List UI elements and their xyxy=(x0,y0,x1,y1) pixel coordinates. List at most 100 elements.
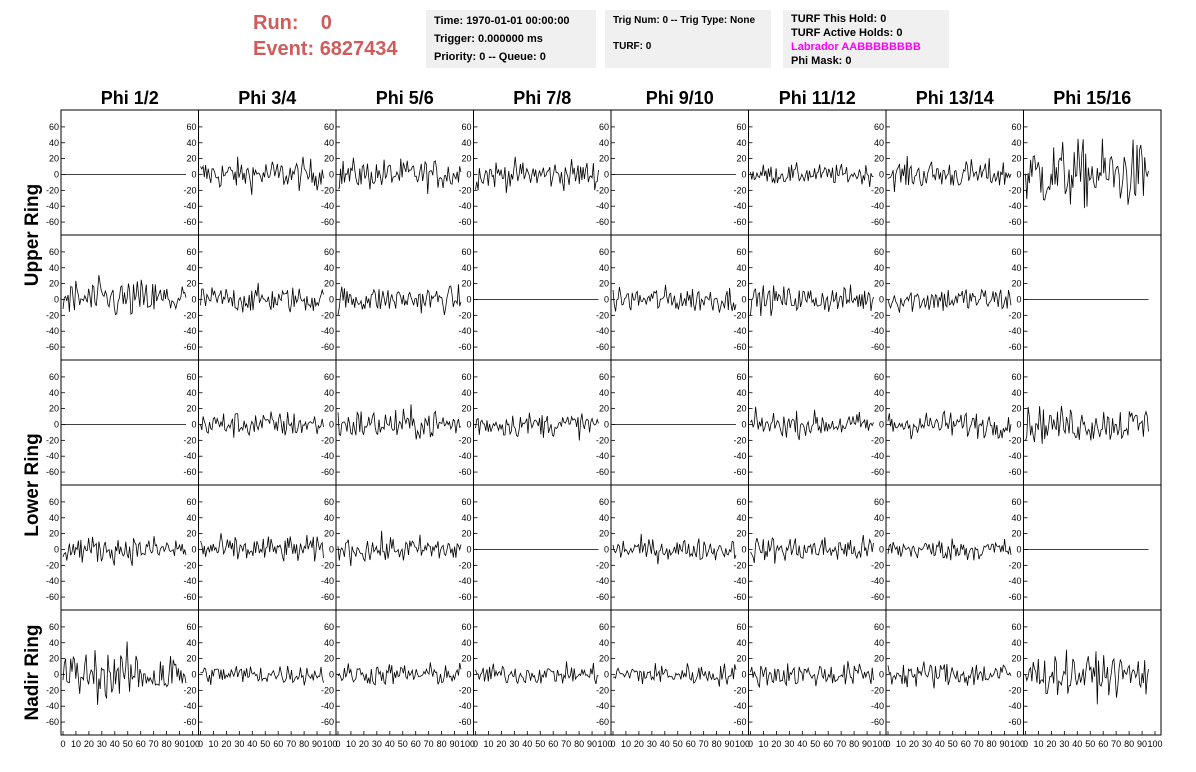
y-tick-label: 40 xyxy=(324,638,334,648)
y-tick-label: 40 xyxy=(874,138,884,148)
y-tick-label: 60 xyxy=(186,247,196,257)
waveform-r1-c0 xyxy=(62,274,187,316)
x-tick-label: 90 xyxy=(862,739,872,749)
x-tick-label: 30 xyxy=(784,739,794,749)
y-tick-label: -20 xyxy=(871,560,884,570)
x-tick-label: 20 xyxy=(634,739,644,749)
y-tick-label: -20 xyxy=(733,685,746,695)
y-tick-label: 60 xyxy=(461,622,471,632)
x-tick-label: 60 xyxy=(686,739,696,749)
y-tick-label: 40 xyxy=(49,388,59,398)
x-tick-label: 10 xyxy=(208,739,218,749)
y-tick-label: -40 xyxy=(1008,201,1021,211)
y-tick-label: 40 xyxy=(736,388,746,398)
y-tick-label: -40 xyxy=(183,201,196,211)
y-tick-label: 20 xyxy=(736,529,746,539)
x-tick-label: 80 xyxy=(1124,739,1134,749)
y-tick-label: -40 xyxy=(871,326,884,336)
waveform-r2-c1 xyxy=(200,411,324,438)
y-tick-label: 0 xyxy=(466,169,471,179)
panel-frame-r2-c0 xyxy=(60,359,199,486)
y-tick-label: -20 xyxy=(46,560,59,570)
waveform-r3-c1 xyxy=(200,533,324,562)
y-tick-label: 40 xyxy=(324,513,334,523)
x-tick-label: 70 xyxy=(974,739,984,749)
y-tick-label: -20 xyxy=(46,685,59,695)
x-tick-label: 70 xyxy=(836,739,846,749)
y-tick-label: -60 xyxy=(458,342,471,352)
y-tick-label: 20 xyxy=(874,279,884,289)
y-tick-label: 0 xyxy=(604,544,609,554)
y-tick-label: -40 xyxy=(871,701,884,711)
waveform-r2-c6 xyxy=(887,410,1012,440)
x-tick-label: 50 xyxy=(535,739,545,749)
y-tick-label: 40 xyxy=(186,638,196,648)
y-tick-label: 20 xyxy=(874,654,884,664)
y-tick-label: 40 xyxy=(324,388,334,398)
y-tick-label: -20 xyxy=(871,310,884,320)
panel-frame-r1-c7 xyxy=(1023,234,1162,361)
y-tick-label: 40 xyxy=(736,138,746,148)
y-tick-label: -20 xyxy=(183,560,196,570)
turf-info-box: TURF This Hold: 0 TURF Active Holds: 0 L… xyxy=(783,10,949,68)
y-tick-label: 60 xyxy=(1011,622,1021,632)
y-tick-label: 60 xyxy=(736,622,746,632)
y-tick-label: 0 xyxy=(604,419,609,429)
y-tick-label: 60 xyxy=(324,497,334,507)
y-tick-label: -20 xyxy=(321,185,334,195)
y-tick-label: 60 xyxy=(186,122,196,132)
y-tick-label: 0 xyxy=(741,169,746,179)
y-tick-label: 20 xyxy=(49,654,59,664)
ring-label-nadir-ring: Nadir Ring xyxy=(22,624,43,720)
y-tick-label: -20 xyxy=(46,435,59,445)
run-label: Run: xyxy=(253,12,299,34)
y-tick-label: 20 xyxy=(736,154,746,164)
x-tick-label: 60 xyxy=(273,739,283,749)
x-tick-label: 70 xyxy=(561,739,571,749)
y-tick-label: 0 xyxy=(466,544,471,554)
x-tick-label: 40 xyxy=(1072,739,1082,749)
y-tick-label: -40 xyxy=(321,326,334,336)
turf-active-holds-text: TURF Active Holds: 0 xyxy=(791,27,903,39)
x-tick-label: 0 xyxy=(610,739,615,749)
x-tick-label: 60 xyxy=(548,739,558,749)
panel-frame-r0-c7 xyxy=(1023,109,1162,236)
y-tick-label: -20 xyxy=(321,310,334,320)
y-tick-label: 60 xyxy=(49,372,59,382)
y-tick-label: 0 xyxy=(54,419,59,429)
x-tick-label: 10 xyxy=(896,739,906,749)
y-tick-label: 40 xyxy=(324,263,334,273)
y-tick-label: -20 xyxy=(458,435,471,445)
x-tick-label: 0 xyxy=(335,739,340,749)
y-tick-label: -20 xyxy=(1008,435,1021,445)
y-tick-label: -20 xyxy=(183,435,196,445)
y-tick-label: 60 xyxy=(324,372,334,382)
y-tick-label: -60 xyxy=(1008,217,1021,227)
x-tick-label: 10 xyxy=(71,739,81,749)
y-tick-label: 0 xyxy=(879,294,884,304)
y-tick-label: -60 xyxy=(458,592,471,602)
y-tick-label: -60 xyxy=(458,217,471,227)
panel-frame-r3-c4 xyxy=(610,484,749,611)
y-tick-label: -60 xyxy=(733,217,746,227)
waveform-r1-c1 xyxy=(200,282,324,313)
y-tick-label: -40 xyxy=(871,451,884,461)
x-tick-label: 40 xyxy=(935,739,945,749)
y-tick-label: 20 xyxy=(461,404,471,414)
x-tick-label: 80 xyxy=(162,739,172,749)
y-tick-label: 60 xyxy=(1011,497,1021,507)
panel-frame-r1-c1 xyxy=(198,234,337,361)
panel-frame-r0-c4 xyxy=(610,109,749,236)
y-tick-label: 20 xyxy=(1011,654,1021,664)
y-tick-label: 60 xyxy=(186,497,196,507)
y-tick-label: -20 xyxy=(183,310,196,320)
x-tick-label: 40 xyxy=(797,739,807,749)
y-tick-label: 60 xyxy=(324,122,334,132)
y-tick-label: 40 xyxy=(599,513,609,523)
x-tick-label: 60 xyxy=(136,739,146,749)
y-tick-label: 40 xyxy=(599,638,609,648)
y-tick-label: 20 xyxy=(874,404,884,414)
y-tick-label: 20 xyxy=(461,529,471,539)
y-tick-label: -40 xyxy=(321,451,334,461)
x-tick-label: 100 xyxy=(185,739,200,749)
